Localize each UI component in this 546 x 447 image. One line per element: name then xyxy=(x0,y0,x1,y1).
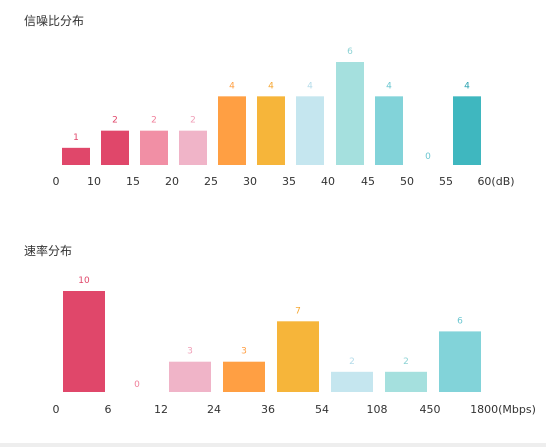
rate-x-tick-label: 108 xyxy=(367,403,388,416)
rate-x-tick-label: 450 xyxy=(420,403,441,416)
snr-bar xyxy=(179,130,207,165)
rate-bar xyxy=(331,371,373,392)
rate-bar xyxy=(169,361,211,392)
rate-chart-title: 速率分布 xyxy=(24,244,73,258)
snr-x-tick-label: 20 xyxy=(165,175,179,188)
snr-chart-title: 信噪比分布 xyxy=(24,14,85,28)
rate-x-tick-label: 6 xyxy=(105,403,112,416)
snr-bar xyxy=(375,96,403,165)
snr-bar xyxy=(140,130,168,165)
snr-x-tick-label: 25 xyxy=(204,175,218,188)
snr-x-tick-label: 55 xyxy=(439,175,453,188)
snr-bar-value-label: 4 xyxy=(229,81,235,91)
rate-bar-value-label: 0 xyxy=(134,380,140,390)
rate-bar-chart: 0 6 12 24 36 54 108 450 1800(Mbps) 10 0 3 3 7 2 2 6 xyxy=(53,276,536,416)
snr-x-tick-label: 10 xyxy=(87,175,101,188)
snr-bar xyxy=(296,96,324,165)
rate-x-tick-label: 0 xyxy=(53,403,60,416)
snr-bar xyxy=(218,96,246,165)
rate-bar-value-label: 7 xyxy=(295,306,301,316)
bottom-divider xyxy=(0,443,546,447)
snr-bar xyxy=(62,147,90,165)
snr-bar xyxy=(101,130,129,165)
snr-x-tick-label: 15 xyxy=(126,175,140,188)
snr-bar-value-label: 2 xyxy=(190,116,196,126)
snr-x-tick-label: 50 xyxy=(400,175,414,188)
snr-bar-value-label: 4 xyxy=(386,81,392,91)
snr-x-tick-label: 35 xyxy=(282,175,296,188)
snr-x-tick-label: 30 xyxy=(243,175,257,188)
rate-bar xyxy=(223,361,265,392)
rate-bar xyxy=(63,291,105,392)
rate-bar xyxy=(439,331,481,392)
snr-bar-value-label: 2 xyxy=(112,116,118,126)
snr-x-tick-label: 60(dB) xyxy=(477,175,514,188)
snr-bar-value-label: 2 xyxy=(151,116,157,126)
snr-bar xyxy=(257,96,285,165)
snr-x-tick-label: 40 xyxy=(321,175,335,188)
snr-bar-value-label: 6 xyxy=(347,47,353,57)
snr-bar xyxy=(453,96,481,165)
rate-chart-panel: 速率分布 0 6 12 24 36 54 108 450 1800(Mbps) 10 0 3 3 7 2 2 6 xyxy=(0,215,546,443)
rate-bar xyxy=(277,321,319,392)
snr-chart-panel: 信噪比分布 0 10 15 20 25 30 35 40 45 50 55 60(dB) 1 2 2 2 4 4 4… xyxy=(0,0,546,215)
rate-x-tick-label: 1800(Mbps) xyxy=(470,403,536,416)
snr-bar-value-label: 4 xyxy=(307,81,313,91)
rate-bar-value-label: 3 xyxy=(187,347,193,357)
snr-bar-value-label: 0 xyxy=(425,152,431,162)
rate-bar-value-label: 10 xyxy=(78,276,90,286)
rate-bar xyxy=(385,371,427,392)
rate-x-tick-label: 12 xyxy=(154,403,168,416)
snr-bar xyxy=(336,62,364,165)
rate-bar-value-label: 2 xyxy=(403,357,409,367)
rate-x-tick-label: 36 xyxy=(261,403,275,416)
rate-bar-value-label: 2 xyxy=(349,357,355,367)
snr-x-tick-label: 0 xyxy=(53,175,60,188)
snr-bar-value-label: 4 xyxy=(268,81,274,91)
rate-bar-value-label: 6 xyxy=(457,316,463,326)
rate-x-tick-label: 54 xyxy=(315,403,329,416)
snr-bar-value-label: 1 xyxy=(73,133,79,143)
snr-x-tick-label: 45 xyxy=(361,175,375,188)
rate-bar-value-label: 3 xyxy=(241,347,247,357)
snr-bar-value-label: 4 xyxy=(464,81,470,91)
rate-x-tick-label: 24 xyxy=(207,403,221,416)
